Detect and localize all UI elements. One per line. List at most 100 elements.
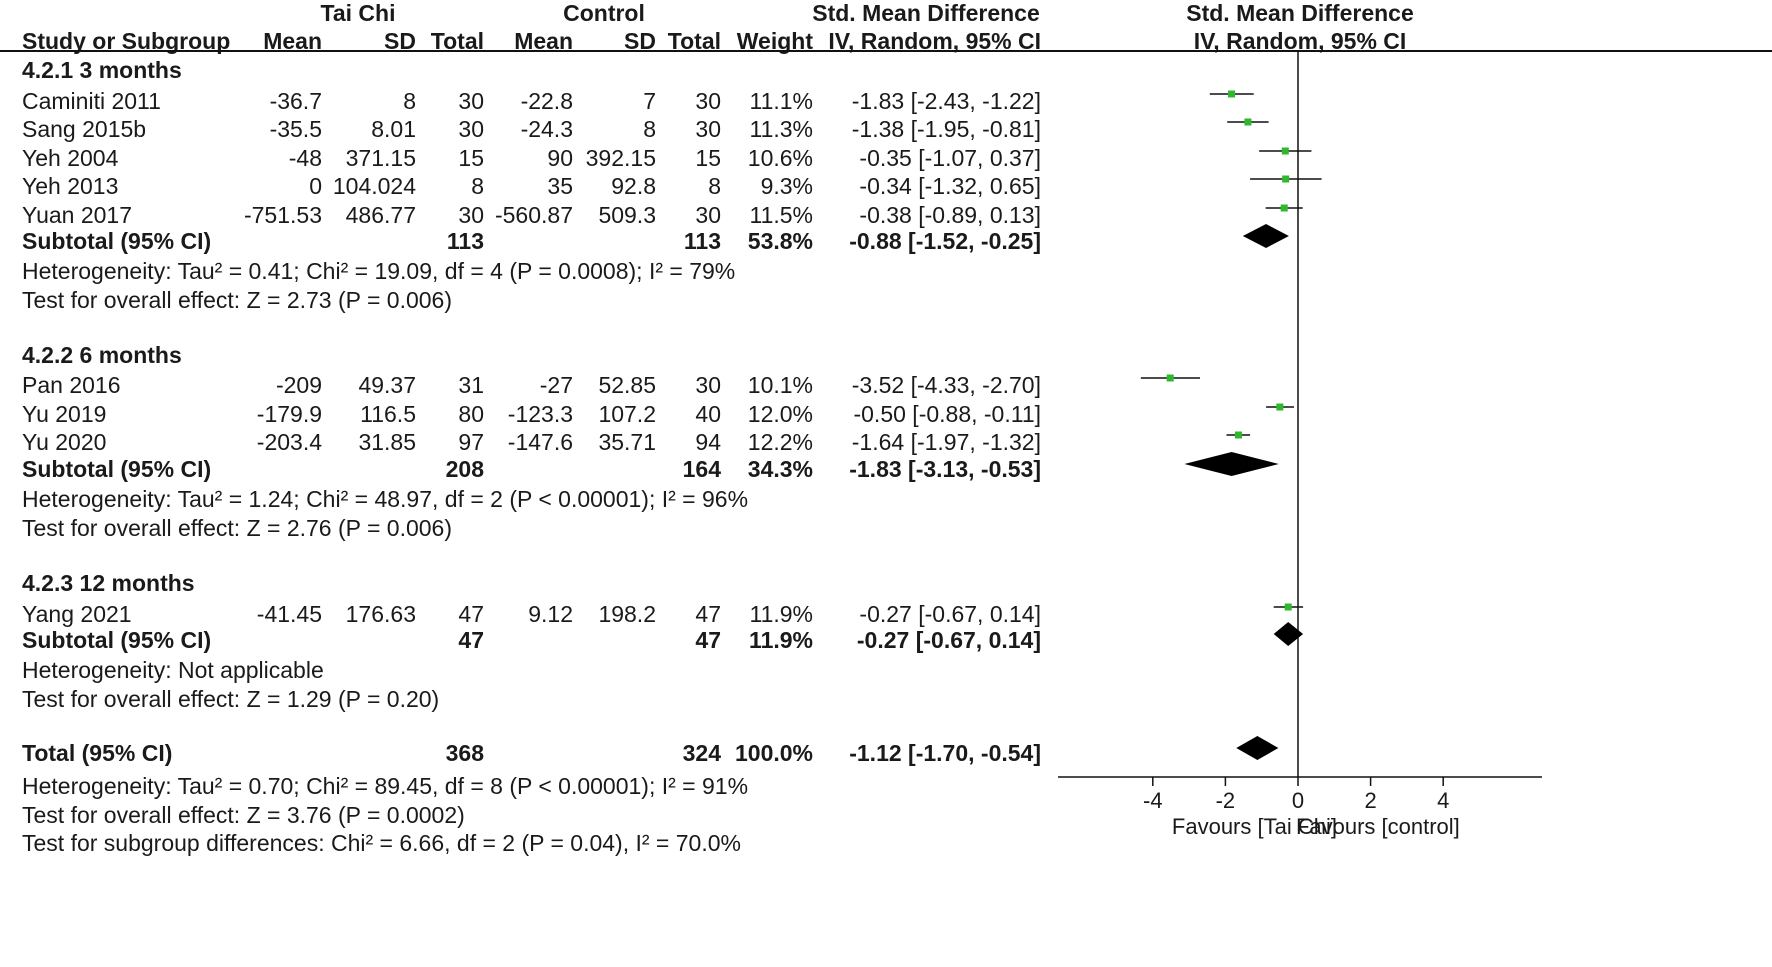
- control-mean: 90: [547, 145, 573, 171]
- taichi-mean: 0: [309, 173, 322, 199]
- subtotal-diamond: [1273, 622, 1304, 646]
- taichi-mean: -48: [288, 145, 322, 171]
- subtotal-diamond: [1184, 452, 1279, 476]
- overall-effect-text: Test for overall effect: Z = 1.29 (P = 0…: [22, 686, 440, 712]
- taichi-sd: 116.5: [360, 401, 416, 427]
- control-total: 30: [695, 372, 721, 398]
- point-estimate: [1280, 204, 1288, 212]
- x-tick-label: 2: [1364, 788, 1376, 813]
- subtotal-ci: -1.83 [-3.13, -0.53]: [849, 456, 1041, 482]
- taichi-sd: 8: [403, 88, 416, 114]
- x-tick-label: -2: [1216, 788, 1236, 813]
- control-total: 47: [695, 601, 721, 627]
- control-total: 30: [695, 88, 721, 114]
- subtotal-label: Subtotal (95% CI): [22, 228, 212, 254]
- total-ci: -1.12 [-1.70, -0.54]: [849, 740, 1041, 766]
- control-mean: -560.87: [494, 202, 573, 228]
- control-total: 30: [695, 116, 721, 142]
- study-ci: -0.50 [-0.88, -0.11]: [853, 401, 1041, 427]
- total-label: Total (95% CI): [22, 740, 173, 766]
- subtotal-ci: -0.27 [-0.67, 0.14]: [856, 627, 1041, 653]
- header-sd1: SD: [384, 28, 416, 54]
- subtotal-label: Subtotal (95% CI): [22, 627, 212, 653]
- subtotal-weight: 34.3%: [747, 456, 813, 482]
- control-total: 8: [708, 173, 721, 199]
- study-weight: 12.0%: [747, 401, 813, 427]
- control-sd: 92.8: [611, 173, 656, 199]
- subtotal-taichi-total: 208: [445, 456, 484, 482]
- x-label-favours-control: Favours [control]: [1296, 814, 1460, 839]
- control-sd: 35.71: [598, 429, 656, 455]
- study-ci: -1.38 [-1.95, -0.81]: [851, 116, 1041, 142]
- study-weight: 11.1%: [749, 88, 813, 114]
- taichi-total: 8: [471, 173, 484, 199]
- study-name: Yuan 2017: [22, 202, 133, 228]
- point-estimate: [1276, 403, 1284, 411]
- header-method-plot: IV, Random, 95% CI: [1193, 28, 1407, 54]
- control-sd: 8: [643, 116, 656, 142]
- taichi-total: 97: [458, 429, 484, 455]
- control-mean: 9.12: [528, 601, 573, 627]
- subtotal-taichi-total: 113: [446, 228, 484, 254]
- header-method-table: IV, Random, 95% CI: [828, 28, 1041, 54]
- control-sd: 52.85: [598, 372, 656, 398]
- taichi-mean: -179.9: [256, 401, 322, 427]
- header-study: Study or Subgroup: [22, 28, 231, 54]
- study-weight: 10.6%: [747, 145, 813, 171]
- study-ci: -1.64 [-1.97, -1.32]: [851, 429, 1041, 455]
- control-sd: 7: [643, 88, 656, 114]
- header-sd2: SD: [624, 28, 656, 54]
- taichi-mean: -203.4: [256, 429, 322, 455]
- x-tick-label: 0: [1292, 788, 1304, 813]
- study-ci: -0.34 [-1.32, 0.65]: [859, 173, 1041, 199]
- taichi-mean: -35.5: [269, 116, 322, 142]
- taichi-total: 30: [458, 116, 484, 142]
- header-smd-table: Std. Mean Difference: [812, 0, 1040, 26]
- total-weight: 100.0%: [734, 740, 813, 766]
- taichi-mean: -41.45: [256, 601, 322, 627]
- header-weight: Weight: [736, 28, 813, 54]
- taichi-sd: 486.77: [345, 202, 416, 228]
- header-mean2: Mean: [514, 28, 573, 54]
- subtotal-weight: 53.8%: [747, 228, 813, 254]
- subtotal-weight: 11.9%: [749, 627, 813, 653]
- total-taichi-total: 368: [445, 740, 484, 766]
- group-title: 4.2.3 12 months: [22, 570, 195, 596]
- study-name: Yeh 2004: [22, 145, 119, 171]
- header-total1: Total: [430, 28, 484, 54]
- total-heterogeneity: Heterogeneity: Tau² = 0.70; Chi² = 89.45…: [22, 773, 749, 799]
- point-estimate: [1228, 90, 1236, 98]
- taichi-sd: 371.15: [345, 145, 416, 171]
- taichi-sd: 49.37: [358, 372, 416, 398]
- study-weight: 10.1%: [747, 372, 813, 398]
- subtotal-diamond: [1242, 224, 1289, 248]
- study-name: Yu 2020: [22, 429, 107, 455]
- control-mean: -24.3: [520, 116, 573, 142]
- subtotal-ci: -0.88 [-1.52, -0.25]: [849, 228, 1041, 254]
- study-name: Yu 2019: [22, 401, 107, 427]
- study-weight: 11.5%: [749, 202, 813, 228]
- control-sd: 107.2: [598, 401, 656, 427]
- study-ci: -0.35 [-1.07, 0.37]: [859, 145, 1041, 171]
- control-mean: -22.8: [520, 88, 573, 114]
- taichi-total: 80: [458, 401, 484, 427]
- control-mean: 35: [547, 173, 573, 199]
- taichi-total: 31: [458, 372, 484, 398]
- subtotal-control-total: 113: [683, 228, 721, 254]
- subtotal-label: Subtotal (95% CI): [22, 456, 212, 482]
- heterogeneity-text: Heterogeneity: Tau² = 1.24; Chi² = 48.97…: [22, 486, 749, 512]
- taichi-sd: 31.85: [358, 429, 416, 455]
- header-control: Control: [563, 0, 645, 26]
- x-label-favours-taichi: Favours [Tai Chi]: [1172, 814, 1337, 839]
- point-estimate: [1166, 374, 1174, 382]
- header-mean1: Mean: [263, 28, 322, 54]
- taichi-total: 30: [458, 202, 484, 228]
- control-sd: 509.3: [598, 202, 656, 228]
- taichi-total: 47: [458, 601, 484, 627]
- overall-effect-text: Test for overall effect: Z = 2.76 (P = 0…: [22, 515, 452, 541]
- study-name: Yeh 2013: [22, 173, 119, 199]
- subtotal-control-total: 47: [695, 627, 721, 653]
- point-estimate: [1282, 175, 1290, 183]
